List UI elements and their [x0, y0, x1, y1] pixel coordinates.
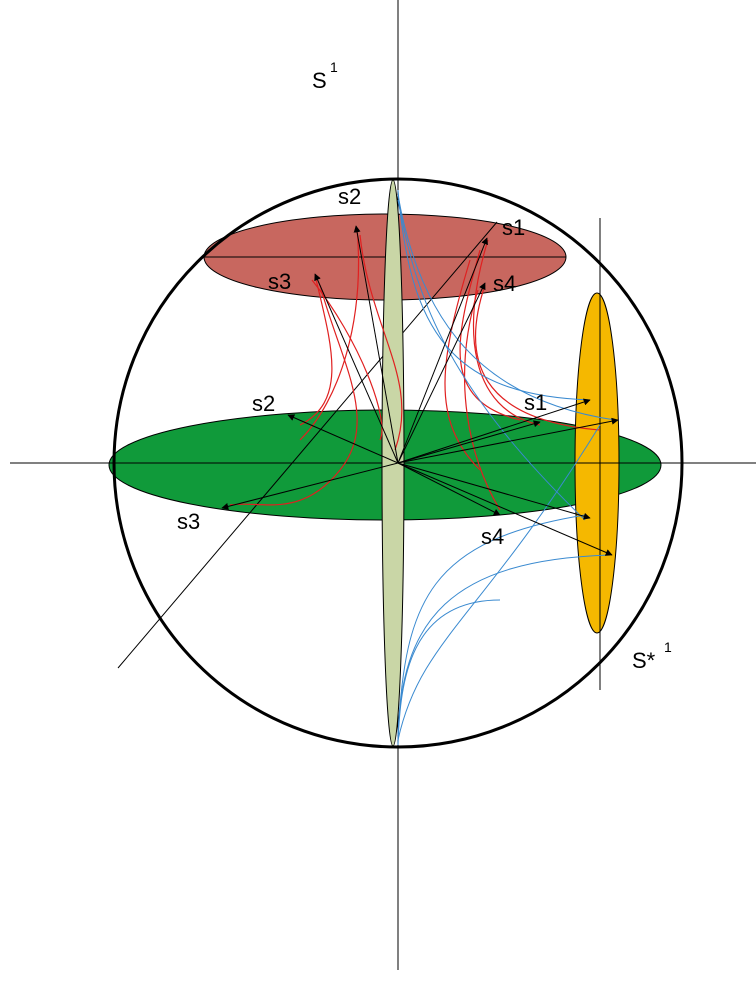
top-label: s2 — [338, 184, 361, 209]
red-curves — [229, 227, 601, 511]
sphere-label-sup: 1 — [330, 59, 338, 75]
diagonal-axis — [117, 221, 498, 669]
equator-label: s1 — [524, 390, 547, 415]
sphere-label: S — [312, 68, 327, 93]
meridian-plane — [381, 179, 405, 747]
top-label: s1 — [502, 215, 525, 240]
blue-curves — [397, 189, 616, 746]
labels: S 1 S* 1 s2 s1 s3 s4 s2 s1 s3 s4 — [177, 59, 672, 673]
vectors — [221, 225, 619, 556]
sphere — [112, 177, 684, 749]
equator-label: s4 — [481, 524, 504, 549]
dual-label: S* — [632, 648, 656, 673]
shapes — [10, 0, 756, 970]
top-label: s4 — [493, 271, 516, 296]
equator-label: s3 — [177, 509, 200, 534]
equator-label: s2 — [252, 391, 275, 416]
dual-label-sup: 1 — [664, 639, 672, 655]
top-label: s3 — [268, 269, 291, 294]
